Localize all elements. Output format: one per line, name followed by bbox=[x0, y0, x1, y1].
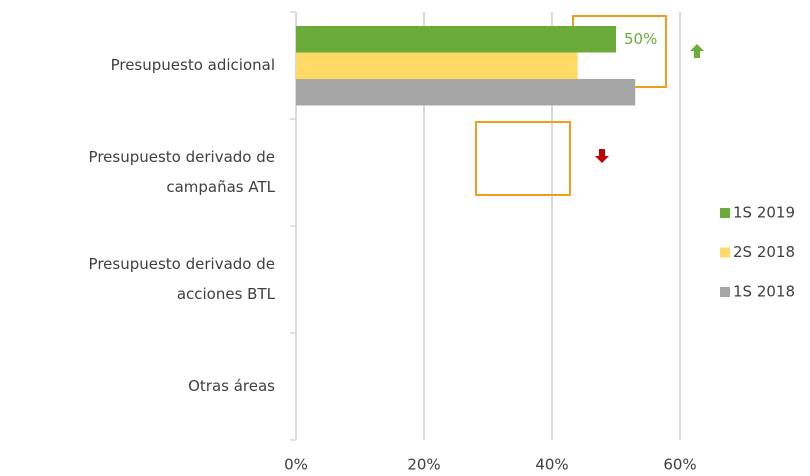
x-tick-label: 40% bbox=[535, 456, 568, 474]
bar bbox=[296, 52, 399, 79]
up-arrow bbox=[690, 44, 704, 58]
y-tick-label: Presupuesto derivado de bbox=[89, 148, 275, 166]
x-tick-label: 60% bbox=[663, 456, 696, 474]
data-label: 16% bbox=[406, 30, 439, 48]
bar bbox=[296, 26, 316, 53]
y-tick-label: Otras áreas bbox=[188, 377, 275, 395]
legend-swatch bbox=[720, 287, 730, 297]
legend-label: 1S 2019 bbox=[733, 204, 795, 222]
data-label: 50% bbox=[624, 30, 657, 48]
legend-label: 1S 2018 bbox=[733, 283, 795, 301]
x-tick-label: 0% bbox=[284, 456, 308, 474]
y-tick-label: Presupuesto derivado de bbox=[89, 255, 275, 273]
data-label: 3% bbox=[323, 30, 347, 48]
x-tick-label: 20% bbox=[407, 456, 440, 474]
highlight-box bbox=[475, 121, 571, 196]
y-tick-label: acciones BTL bbox=[177, 285, 276, 303]
legend-swatch bbox=[720, 247, 730, 258]
down-arrow bbox=[595, 149, 609, 163]
y-tick-label: campañas ATL bbox=[166, 178, 275, 196]
legend-label: 2S 2018 bbox=[733, 243, 795, 261]
legend-swatch bbox=[720, 208, 730, 218]
data-label: 32% bbox=[509, 30, 542, 48]
y-tick-label: Presupuesto adicional bbox=[111, 56, 275, 74]
bar bbox=[296, 79, 335, 106]
